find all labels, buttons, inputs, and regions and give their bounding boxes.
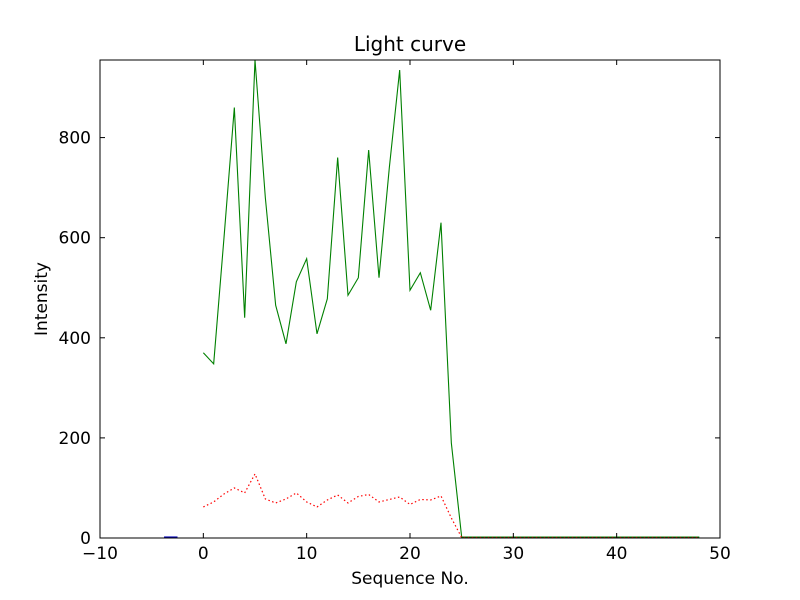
y-tick-label: 0 — [80, 529, 91, 549]
x-tick-label: 10 — [296, 544, 318, 564]
x-tick-label: −10 — [82, 544, 118, 564]
y-tick-label: 600 — [59, 229, 91, 249]
chart-title: Light curve — [354, 32, 466, 56]
x-tick-label: 20 — [399, 544, 421, 564]
axes-background — [100, 60, 720, 538]
x-tick-label: 0 — [198, 544, 209, 564]
x-tick-label: 40 — [606, 544, 628, 564]
y-tick-label: 200 — [59, 429, 91, 449]
y-axis-label: Intensity — [32, 262, 52, 336]
y-tick-label: 400 — [59, 329, 91, 349]
x-tick-label: 30 — [503, 544, 525, 564]
y-tick-label: 800 — [59, 129, 91, 149]
x-axis-label: Sequence No. — [351, 569, 468, 589]
x-tick-label: 50 — [709, 544, 731, 564]
